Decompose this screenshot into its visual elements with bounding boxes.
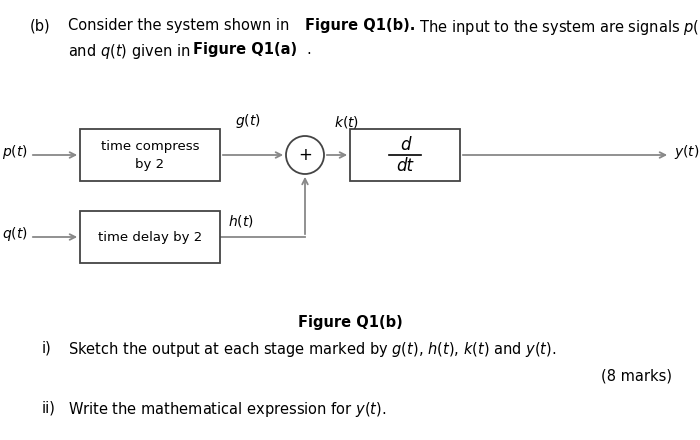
Text: $p(t)$: $p(t)$ [2, 143, 28, 161]
Text: and $q(t)$ given in: and $q(t)$ given in [68, 42, 192, 61]
Text: Figure Q1(b).: Figure Q1(b). [305, 18, 415, 33]
Text: time compress
by 2: time compress by 2 [101, 139, 200, 171]
Text: Figure Q1(a): Figure Q1(a) [193, 42, 297, 57]
Bar [80, 129, 220, 181]
Text: Consider the system shown in: Consider the system shown in [68, 18, 294, 33]
Text: time delay by 2: time delay by 2 [98, 231, 202, 243]
Circle shape [286, 136, 324, 174]
Text: Sketch the output at each stage marked by $g(t)$, $h(t)$, $k(t)$ and $y(t)$.: Sketch the output at each stage marked b… [68, 340, 556, 359]
Text: d: d [400, 136, 410, 154]
Text: $g(t)$: $g(t)$ [235, 112, 261, 130]
Text: (b): (b) [30, 18, 50, 33]
Text: (8 marks): (8 marks) [601, 368, 672, 383]
Text: .: . [306, 42, 311, 57]
Text: $h(t)$: $h(t)$ [228, 213, 254, 229]
Text: $q(t)$: $q(t)$ [2, 225, 28, 243]
Text: Figure Q1(b): Figure Q1(b) [298, 315, 402, 330]
Text: +: + [298, 146, 312, 164]
Text: ii): ii) [42, 400, 56, 415]
Text: $y(t)$: $y(t)$ [674, 143, 699, 161]
Text: dt: dt [396, 157, 414, 175]
Bar [350, 129, 460, 181]
Text: The input to the system are signals $p(t)$: The input to the system are signals $p(t… [415, 18, 700, 37]
Text: $k(t)$: $k(t)$ [334, 114, 359, 130]
Text: Write the mathematical expression for $y(t)$.: Write the mathematical expression for $y… [68, 400, 386, 419]
Bar [80, 211, 220, 263]
Text: i): i) [42, 340, 52, 355]
